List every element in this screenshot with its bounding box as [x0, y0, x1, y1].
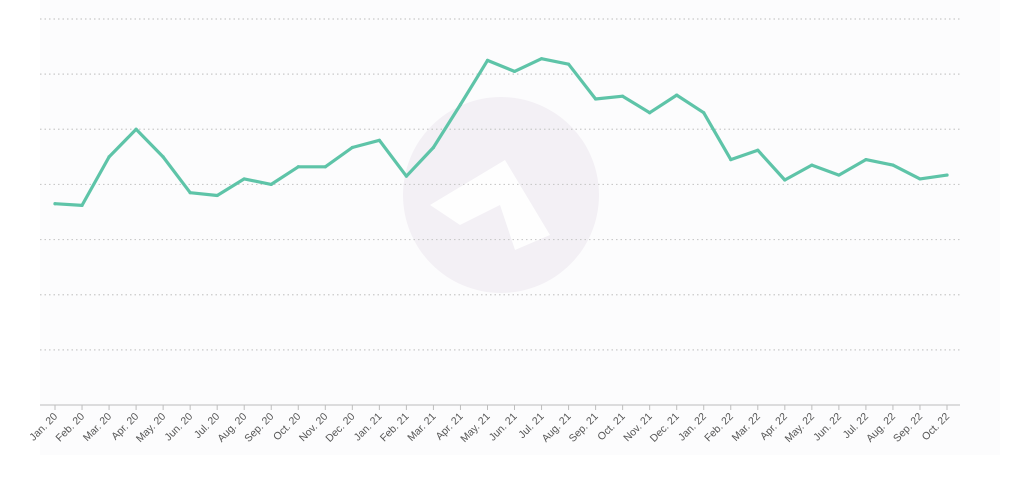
data-points	[53, 57, 949, 207]
data-point	[188, 191, 192, 195]
data-point	[702, 111, 706, 115]
data-point	[729, 158, 733, 162]
data-point	[80, 203, 84, 207]
data-point	[566, 62, 571, 66]
data-point	[134, 127, 138, 131]
series-line	[53, 57, 949, 207]
data-point	[539, 57, 544, 61]
data-point	[756, 148, 760, 152]
data-point	[837, 173, 841, 177]
data-point	[296, 165, 300, 169]
data-point	[107, 155, 111, 159]
data-point	[675, 93, 679, 97]
data-point	[458, 102, 463, 107]
data-point	[269, 182, 273, 187]
data-point	[350, 145, 354, 150]
data-point	[161, 155, 165, 159]
data-point	[512, 69, 517, 73]
data-point	[783, 178, 787, 182]
data-point	[918, 177, 922, 181]
x-axis-ticks	[54, 405, 948, 410]
logo-mark-icon	[403, 97, 599, 293]
data-point	[215, 193, 219, 198]
data-point	[485, 58, 490, 62]
gridlines	[40, 18, 960, 351]
data-point	[810, 163, 814, 167]
data-point	[945, 173, 949, 177]
data-point	[864, 158, 868, 162]
data-point	[891, 163, 895, 167]
data-point	[621, 94, 625, 98]
data-point	[404, 174, 408, 178]
data-point	[431, 145, 436, 150]
data-point	[377, 138, 381, 142]
data-point	[53, 202, 57, 206]
data-point	[242, 177, 246, 181]
data-point	[323, 165, 327, 169]
data-point	[594, 97, 598, 101]
data-point	[648, 111, 652, 115]
